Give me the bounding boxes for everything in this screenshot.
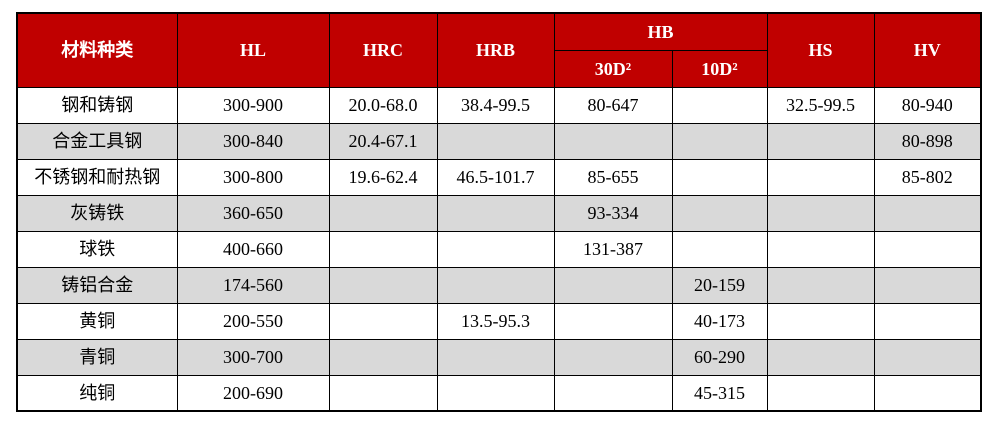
- header-row-2: 30D² 10D²: [17, 49, 981, 88]
- cell-hb-10d2: [671, 122, 768, 160]
- cell-hl: 300-800: [176, 158, 330, 196]
- cell-hs: [766, 230, 875, 268]
- cell-hrc: [328, 230, 438, 268]
- cell-hv: [873, 266, 982, 304]
- table-row-bronze: 青铜 300-700 60-290: [16, 338, 982, 376]
- col-header-hb: HB: [553, 12, 768, 51]
- cell-hs: [766, 374, 875, 412]
- col-header-hb-30d2: 30D²: [553, 49, 673, 88]
- cell-hl: 300-700: [176, 338, 330, 376]
- cell-material: 灰铸铁: [16, 194, 178, 232]
- cell-hl: 200-690: [176, 374, 330, 412]
- table-row-steel-cast-steel: 钢和铸钢 300-900 20.0-68.0 38.4-99.5 80-647 …: [16, 86, 982, 124]
- cell-hb-30d2: 93-334: [553, 194, 673, 232]
- table-row-brass: 黄铜 200-550 13.5-95.3 40-173: [16, 302, 982, 340]
- col-header-hs: HS: [766, 12, 875, 88]
- cell-hb-30d2: 80-647: [553, 86, 673, 124]
- cell-hs: [766, 266, 875, 304]
- cell-material: 黄铜: [16, 302, 178, 340]
- col-header-hrc: HRC: [328, 12, 438, 88]
- table-row-alloy-tool-steel: 合金工具钢 300-840 20.4-67.1 80-898: [16, 122, 982, 160]
- table-row-gray-cast-iron: 灰铸铁 360-650 93-334: [16, 194, 982, 232]
- cell-hb-30d2: 85-655: [553, 158, 673, 196]
- hardness-conversion-table-container: 材料种类 HL HRC HRB HB HS HV 30D² 10D² 钢和铸钢 …: [16, 12, 983, 412]
- cell-hb-30d2: [553, 374, 673, 412]
- cell-hs: [766, 302, 875, 340]
- cell-hl: 200-550: [176, 302, 330, 340]
- cell-material: 铸铝合金: [16, 266, 178, 304]
- cell-hrb: [436, 374, 555, 412]
- cell-hrb: [436, 266, 555, 304]
- cell-hrc: [328, 374, 438, 412]
- cell-hb-10d2: [671, 194, 768, 232]
- table-row-stainless-heat-resistant-steel: 不锈钢和耐热钢 300-800 19.6-62.4 46.5-101.7 85-…: [16, 158, 982, 196]
- cell-hv: 80-940: [873, 86, 982, 124]
- cell-hl: 300-840: [176, 122, 330, 160]
- cell-hb-10d2: 45-315: [671, 374, 768, 412]
- cell-hb-30d2: [553, 338, 673, 376]
- cell-hl: 300-900: [176, 86, 330, 124]
- table-row-cast-aluminum-alloy: 铸铝合金 174-560 20-159: [16, 266, 982, 304]
- cell-hv: 85-802: [873, 158, 982, 196]
- cell-hl: 360-650: [176, 194, 330, 232]
- cell-hrb: [436, 230, 555, 268]
- cell-hrb: [436, 194, 555, 232]
- cell-hb-30d2: [553, 302, 673, 340]
- header-row-1: 材料种类 HL HRC HRB HB HS HV: [16, 12, 982, 88]
- cell-hrc: 19.6-62.4: [328, 158, 438, 196]
- cell-hb-10d2: 40-173: [671, 302, 768, 340]
- cell-hrb: [436, 338, 555, 376]
- cell-hb-10d2: [671, 230, 768, 268]
- col-header-hv: HV: [873, 12, 982, 88]
- cell-hb-30d2: [553, 122, 673, 160]
- cell-hrb: 38.4-99.5: [436, 86, 555, 124]
- col-header-hb-10d2: 10D²: [671, 49, 768, 88]
- cell-hrb: 46.5-101.7: [436, 158, 555, 196]
- cell-hb-30d2: 131-387: [553, 230, 673, 268]
- cell-hv: [873, 302, 982, 340]
- cell-hb-10d2: 20-159: [671, 266, 768, 304]
- cell-material: 不锈钢和耐热钢: [16, 158, 178, 196]
- col-header-hl: HL: [176, 12, 330, 88]
- table-header: 材料种类 HL HRC HRB HB HS HV 30D² 10D²: [16, 12, 982, 88]
- cell-material: 纯铜: [16, 374, 178, 412]
- cell-hb-10d2: [671, 158, 768, 196]
- cell-material: 钢和铸钢: [16, 86, 178, 124]
- cell-hs: [766, 338, 875, 376]
- cell-hs: [766, 194, 875, 232]
- cell-hrc: [328, 338, 438, 376]
- cell-material: 合金工具钢: [16, 122, 178, 160]
- table-body: 钢和铸钢 300-900 20.0-68.0 38.4-99.5 80-647 …: [16, 86, 982, 412]
- cell-hv: 80-898: [873, 122, 982, 160]
- col-header-material: 材料种类: [16, 12, 178, 88]
- cell-hrc: [328, 302, 438, 340]
- cell-hv: [873, 374, 982, 412]
- cell-hs: [766, 122, 875, 160]
- cell-hrc: [328, 194, 438, 232]
- cell-hs: [766, 158, 875, 196]
- cell-hl: 174-560: [176, 266, 330, 304]
- cell-hrc: [328, 266, 438, 304]
- cell-hv: [873, 194, 982, 232]
- table-row-pure-copper: 纯铜 200-690 45-315: [16, 374, 982, 412]
- cell-material: 球铁: [16, 230, 178, 268]
- cell-hrc: 20.0-68.0: [328, 86, 438, 124]
- cell-hv: [873, 230, 982, 268]
- cell-hb-30d2: [553, 266, 673, 304]
- cell-hv: [873, 338, 982, 376]
- cell-hrc: 20.4-67.1: [328, 122, 438, 160]
- cell-hb-10d2: [671, 86, 768, 124]
- table-row-nodular-iron: 球铁 400-660 131-387: [16, 230, 982, 268]
- cell-hrb: [436, 122, 555, 160]
- cell-hl: 400-660: [176, 230, 330, 268]
- cell-hs: 32.5-99.5: [766, 86, 875, 124]
- cell-material: 青铜: [16, 338, 178, 376]
- cell-hrb: 13.5-95.3: [436, 302, 555, 340]
- hardness-conversion-table: 材料种类 HL HRC HRB HB HS HV 30D² 10D² 钢和铸钢 …: [16, 12, 983, 412]
- cell-hb-10d2: 60-290: [671, 338, 768, 376]
- col-header-hrb: HRB: [436, 12, 555, 88]
